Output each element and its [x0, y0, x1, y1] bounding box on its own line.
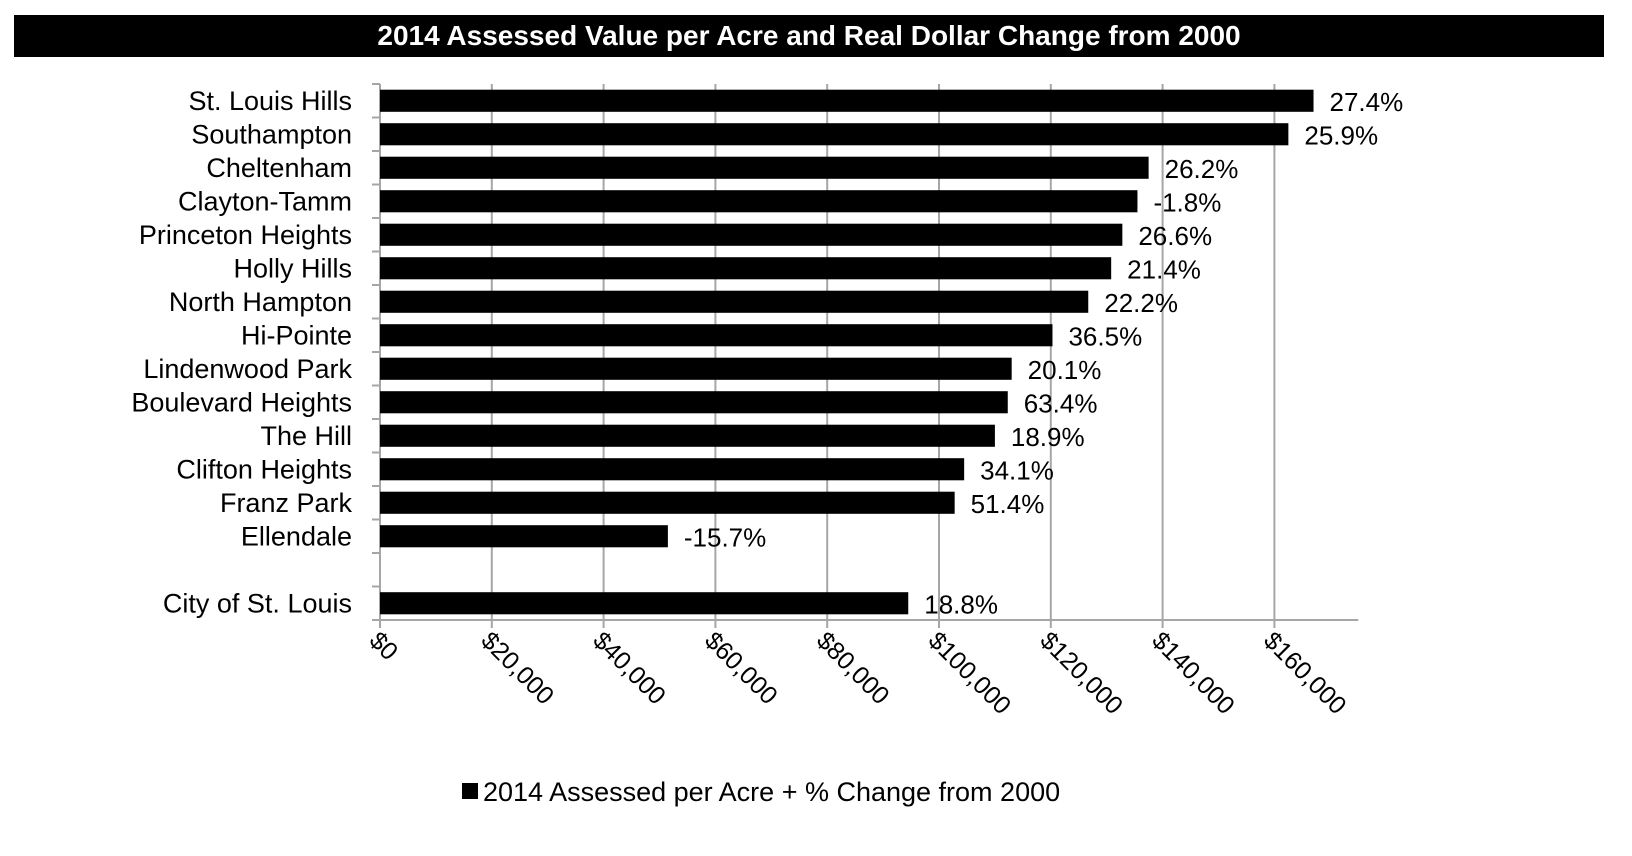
x-tick-label: $60,000 — [699, 626, 783, 710]
category-label: Franz Park — [220, 488, 353, 518]
category-label: St. Louis Hills — [188, 86, 352, 116]
category-label: Ellendale — [241, 521, 352, 551]
data-label: 27.4% — [1330, 87, 1404, 117]
x-tick-label: $140,000 — [1146, 626, 1240, 720]
category-label: Clayton-Tamm — [178, 186, 352, 216]
bar — [380, 324, 1053, 347]
data-label: 36.5% — [1068, 321, 1142, 351]
bar — [380, 391, 1008, 414]
x-tick-label: $160,000 — [1258, 626, 1352, 720]
bar — [380, 257, 1112, 280]
data-label: 22.2% — [1104, 288, 1178, 318]
data-label: 26.6% — [1138, 221, 1212, 251]
data-label: -1.8% — [1153, 187, 1221, 217]
data-label: -15.7% — [684, 522, 766, 552]
x-tick-label: $100,000 — [923, 626, 1017, 720]
bar — [380, 190, 1138, 213]
bar — [380, 458, 965, 481]
category-label: Lindenwood Park — [143, 354, 352, 384]
category-label: Holly Hills — [233, 253, 352, 283]
category-label: City of St. Louis — [163, 588, 352, 618]
data-label: 34.1% — [980, 455, 1054, 485]
x-tick-label: $0 — [364, 626, 403, 665]
x-tick-label: $80,000 — [811, 626, 895, 710]
category-label: Southampton — [191, 119, 352, 149]
data-label: 26.2% — [1165, 154, 1239, 184]
data-label: 51.4% — [971, 489, 1045, 519]
bar — [380, 89, 1314, 112]
bar — [380, 491, 955, 514]
bar — [380, 123, 1289, 146]
x-tick-label: $40,000 — [587, 626, 671, 710]
bar — [380, 223, 1123, 246]
category-label: Boulevard Heights — [131, 387, 352, 417]
data-label: 18.9% — [1011, 422, 1085, 452]
x-tick-label: $120,000 — [1035, 626, 1129, 720]
bar — [380, 525, 668, 548]
x-tick-label: $20,000 — [476, 626, 560, 710]
category-label: Princeton Heights — [139, 220, 352, 250]
bar — [380, 357, 1012, 380]
chart-title: 2014 Assessed Value per Acre and Real Do… — [14, 15, 1604, 57]
category-label: The Hill — [260, 421, 352, 451]
data-label: 18.8% — [924, 589, 998, 619]
category-label: Clifton Heights — [176, 454, 352, 484]
category-label: Hi-Pointe — [241, 320, 352, 350]
bar — [380, 290, 1089, 313]
legend-swatch — [462, 783, 478, 799]
data-label: 63.4% — [1024, 388, 1098, 418]
bar — [380, 424, 995, 447]
data-label: 21.4% — [1127, 254, 1201, 284]
bar — [380, 156, 1149, 179]
legend-label: 2014 Assessed per Acre + % Change from 2… — [483, 777, 1060, 807]
category-label: North Hampton — [169, 287, 352, 317]
data-label: 20.1% — [1028, 355, 1102, 385]
category-label: Cheltenham — [206, 153, 352, 183]
data-label: 25.9% — [1304, 120, 1378, 150]
bar — [380, 592, 909, 615]
